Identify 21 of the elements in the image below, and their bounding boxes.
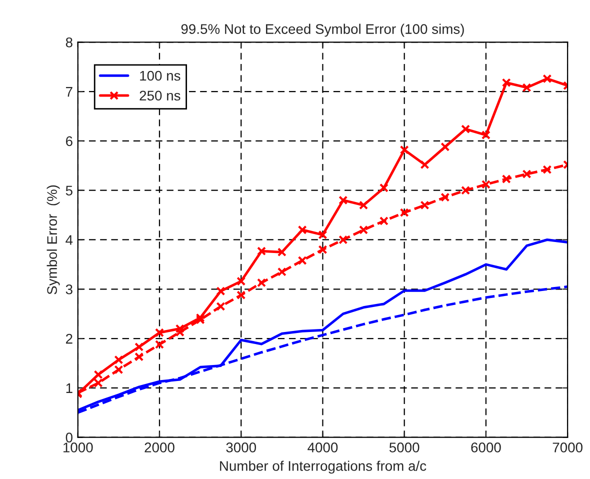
x-tick-label: 2000 bbox=[144, 442, 174, 452]
x-tick-label: 5000 bbox=[389, 442, 420, 452]
legend-label: 100 ns bbox=[140, 70, 180, 81]
y-tick-label: 3 bbox=[66, 284, 72, 294]
legend-label: 250 ns bbox=[140, 90, 180, 101]
y-tick-label: 5 bbox=[66, 186, 72, 196]
y-tick-label: 6 bbox=[66, 136, 72, 146]
y-tick-label: 7 bbox=[66, 87, 72, 97]
y-tick-label: 4 bbox=[66, 235, 73, 245]
y-tick-label: 8 bbox=[66, 37, 72, 48]
y-tick-label: 2 bbox=[66, 334, 72, 344]
x-tick-label: 6000 bbox=[471, 442, 501, 452]
chart-title: 99.5% Not to Exceed Symbol Error (100 sims) bbox=[181, 24, 464, 37]
y-tick-label: 1 bbox=[66, 383, 72, 393]
y-tick-label: 0 bbox=[66, 432, 72, 442]
x-tick-label: 4000 bbox=[308, 442, 338, 452]
y-axis-title: Symbol Error (%) bbox=[46, 185, 60, 294]
x-tick-label: 7000 bbox=[552, 442, 582, 452]
x-axis-title: Number of Interrogations from a/c bbox=[220, 460, 426, 474]
x-tick-label: 3000 bbox=[226, 442, 256, 452]
x-tick-label: 1000 bbox=[63, 442, 93, 452]
